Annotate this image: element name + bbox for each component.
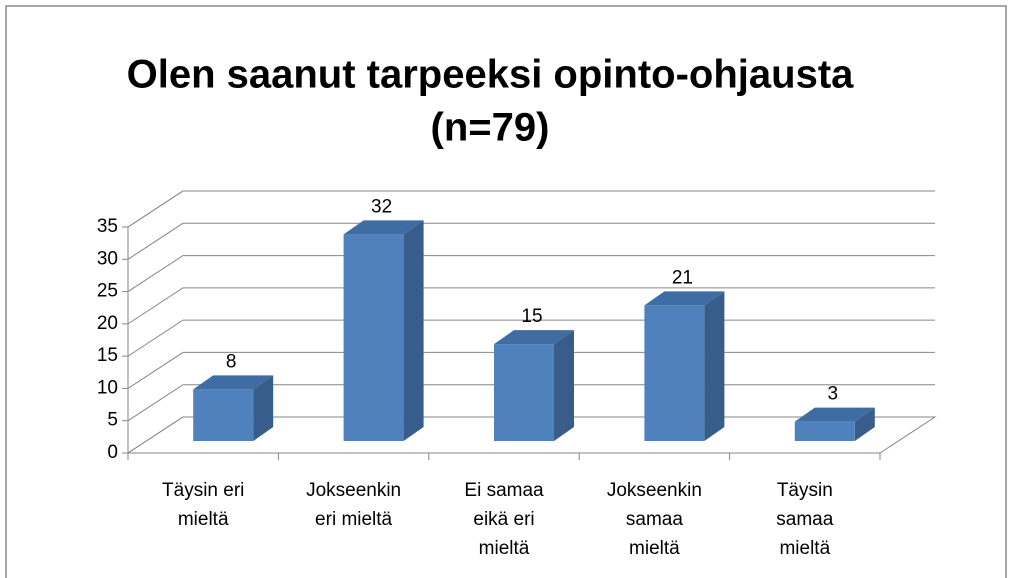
data-label: 21	[672, 267, 693, 288]
y-tick-label: 30	[97, 248, 118, 269]
bar-side	[554, 330, 574, 441]
data-label: 8	[226, 351, 237, 372]
y-tick-label: 15	[97, 345, 118, 366]
bar-front	[193, 389, 254, 441]
chart-title: (n=79)	[431, 106, 550, 150]
grid-line	[127, 287, 935, 325]
y-tick-label: 0	[107, 442, 118, 463]
chart-title: Olen saanut tarpeeksi opinto-ohjausta	[127, 53, 855, 97]
chart-frame	[5, 5, 1007, 578]
y-tick-label: 25	[97, 281, 118, 302]
y-tick-label: 20	[97, 313, 118, 334]
x-tick-label: eikä eri	[473, 509, 534, 530]
bar	[193, 375, 274, 441]
bar-front	[644, 305, 705, 441]
grid-line	[127, 222, 935, 260]
x-tick-label: mieltä	[779, 538, 830, 559]
bar-front	[794, 421, 855, 441]
bar-top	[193, 375, 274, 390]
x-tick-label: mieltä	[479, 538, 530, 559]
bar-top	[494, 330, 574, 345]
bar-top	[343, 220, 424, 235]
bar-front	[494, 344, 554, 441]
x-tick-label: samaa	[626, 509, 683, 530]
y-tick-label: 35	[97, 216, 118, 237]
data-label: 3	[828, 384, 839, 405]
bar-front	[343, 234, 404, 441]
bar-top	[794, 407, 875, 422]
x-tick-label: eri mieltä	[315, 509, 393, 530]
x-tick-label: Täysin eri	[162, 480, 244, 501]
bar	[644, 291, 725, 441]
bar-side	[854, 407, 875, 441]
bar-side	[704, 291, 725, 441]
x-tick-label: samaa	[776, 509, 833, 530]
bar	[343, 220, 424, 441]
y-tick-label: 5	[107, 410, 118, 431]
bar	[494, 330, 574, 441]
bar-side	[403, 220, 424, 441]
x-tick-label: Täysin	[777, 480, 833, 501]
x-tick-label: Jokseenkin	[306, 480, 401, 501]
grid-line	[127, 190, 935, 228]
bar-side	[253, 375, 274, 441]
data-label: 15	[521, 306, 542, 327]
y-tick-label: 10	[97, 377, 118, 398]
bar	[794, 407, 875, 441]
x-tick-label: mieltä	[178, 509, 229, 530]
grid-line	[127, 255, 935, 292]
x-tick-label: Ei samaa	[464, 480, 544, 501]
data-label: 32	[371, 196, 392, 217]
x-tick-label: mieltä	[629, 538, 680, 559]
bar-top	[644, 291, 725, 306]
x-tick-label: Jokseenkin	[607, 480, 702, 501]
